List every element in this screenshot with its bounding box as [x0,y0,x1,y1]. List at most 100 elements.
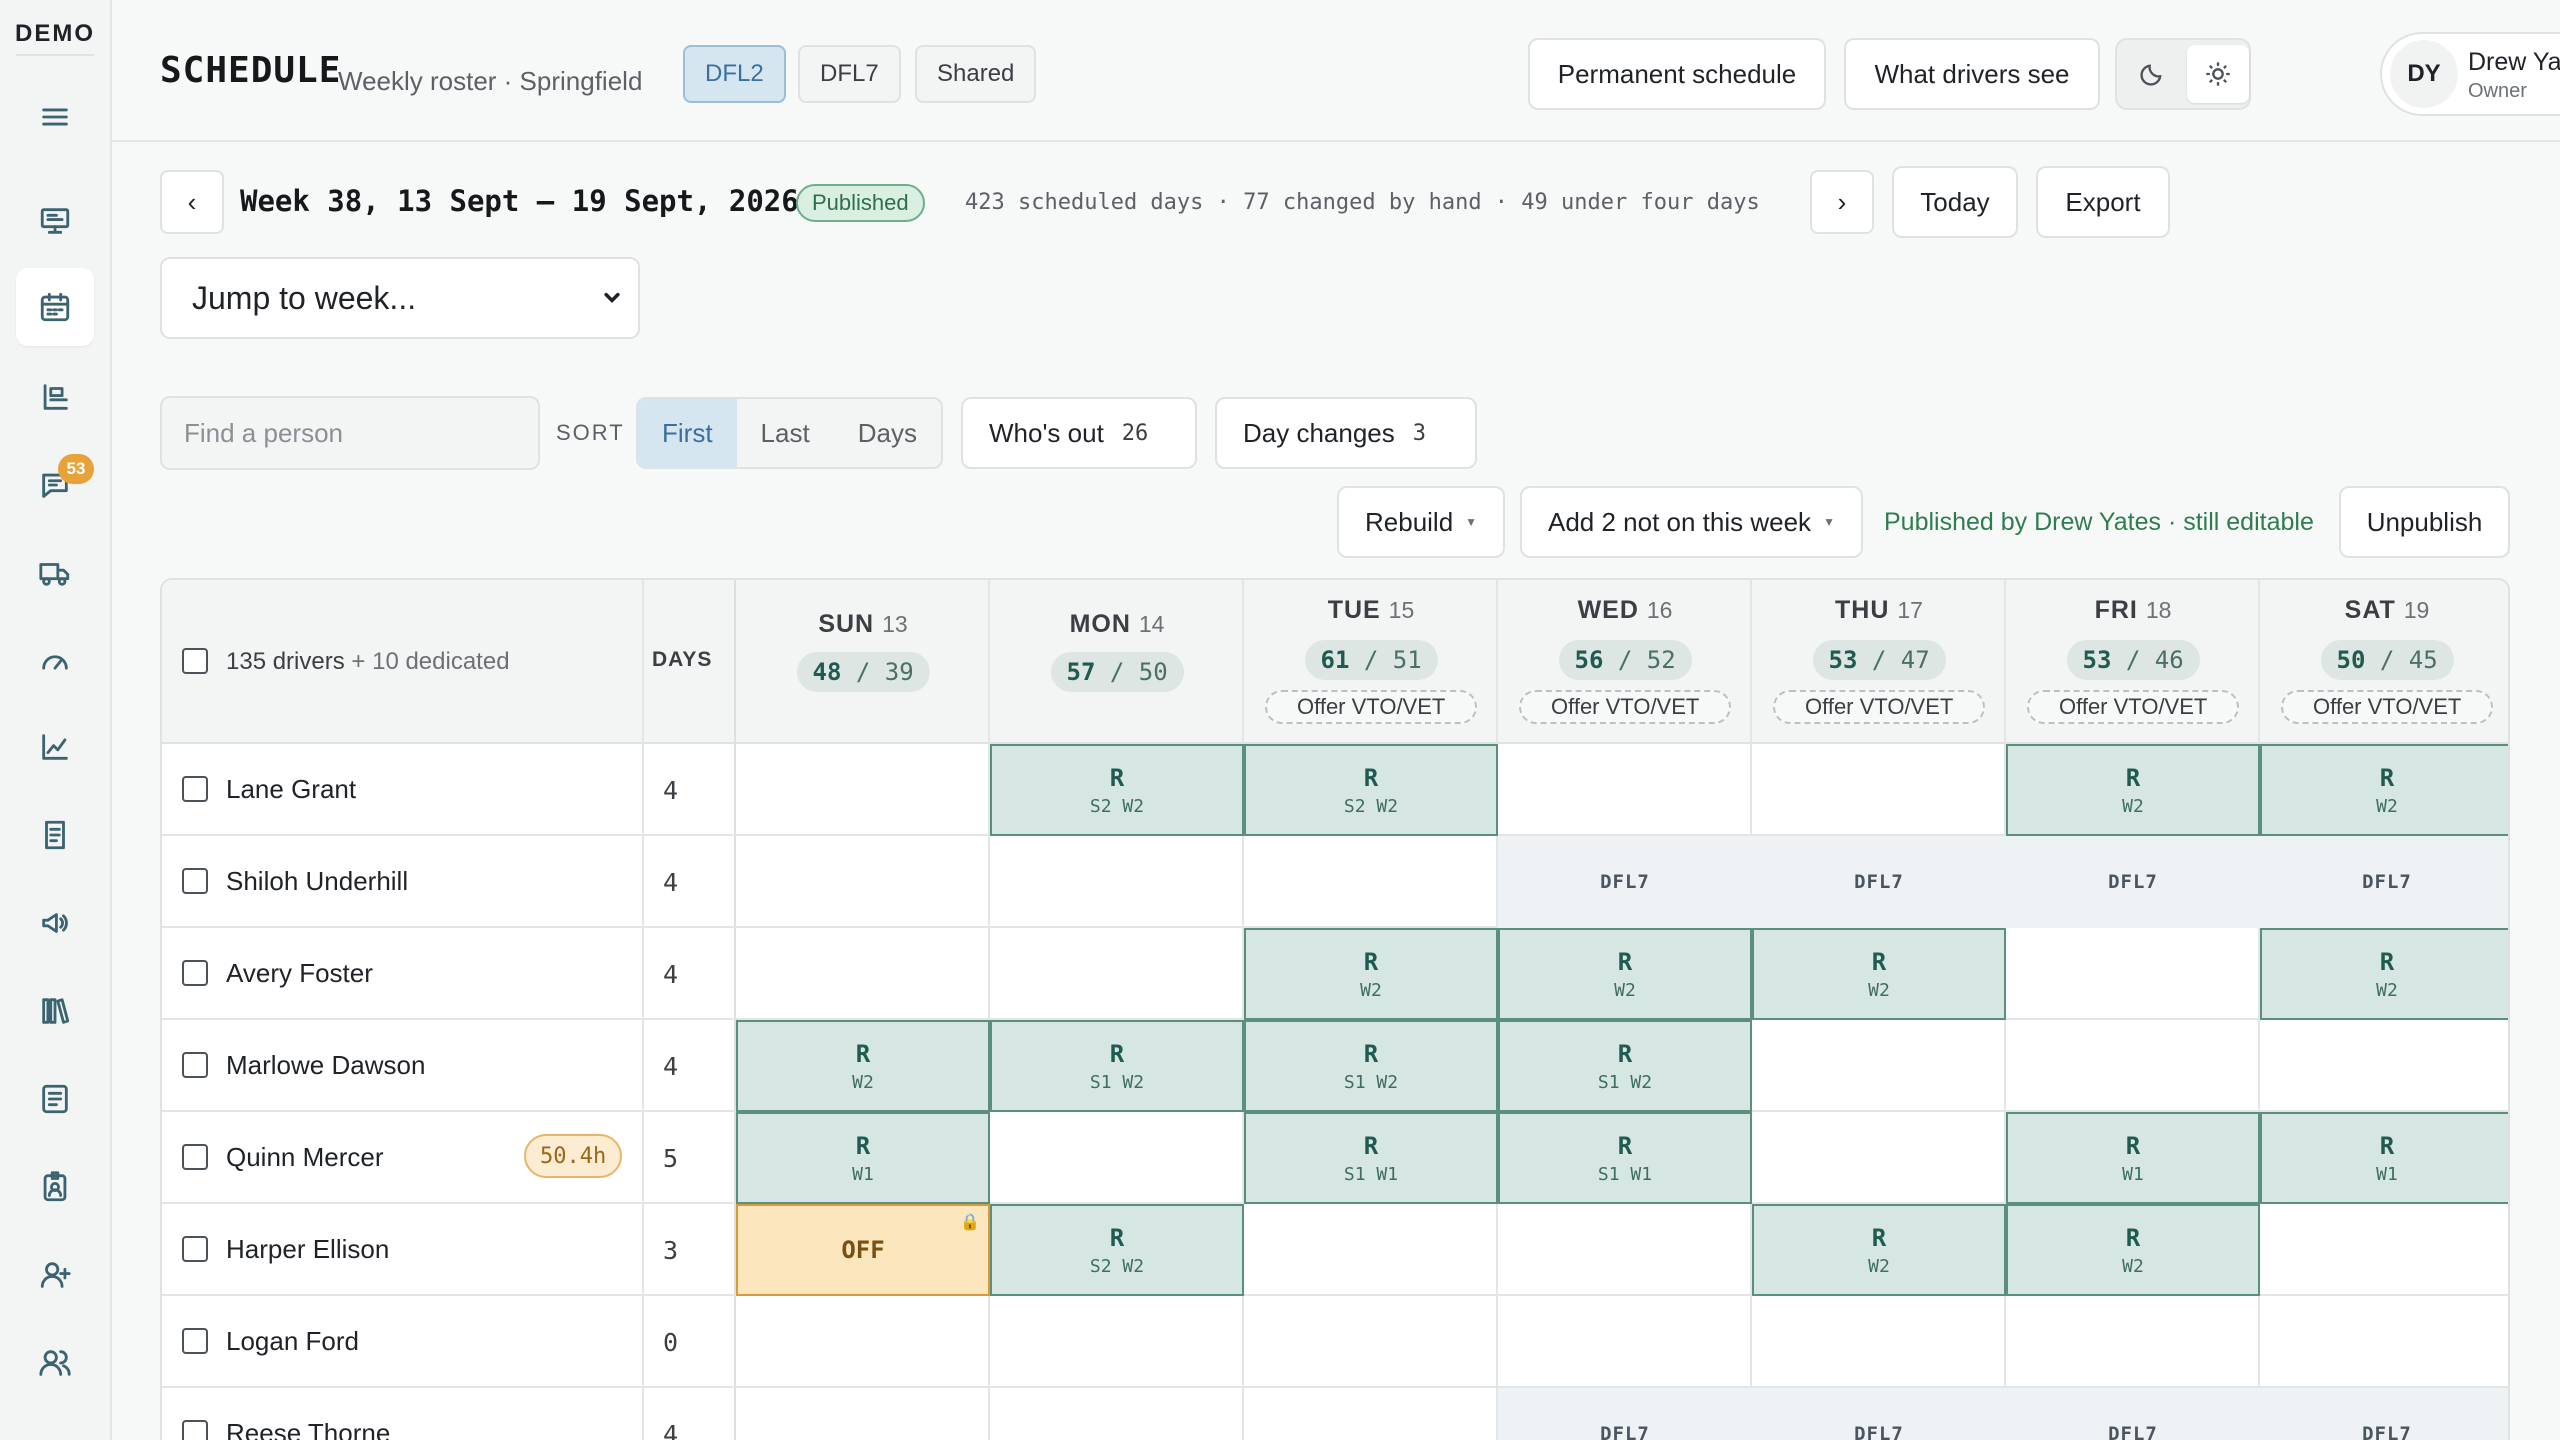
rebuild-dropdown[interactable]: Rebuild ▼ [1337,486,1506,558]
driver-name[interactable]: Marlowe Dawson [226,1050,426,1080]
route-shift-cell[interactable]: R W2 [2260,744,2508,836]
empty-shift-cell[interactable] [1498,744,1752,836]
row-checkbox[interactable] [182,1420,208,1440]
other-station-cell[interactable]: DFL7 [1498,836,1752,928]
offer-vto-vet-button[interactable]: Offer VTO/VET [1773,690,1986,724]
jump-to-week-select[interactable]: Jump to week... [160,257,640,339]
user-menu[interactable]: DY Drew Yates Owner [2380,32,2560,116]
empty-shift-cell[interactable] [1244,1388,1498,1440]
nav-messages[interactable]: 53 [16,446,94,524]
station-tab-dfl2[interactable]: DFL2 [683,45,786,103]
empty-shift-cell[interactable] [2260,1296,2508,1388]
other-station-cell[interactable]: DFL7 [2006,1388,2260,1440]
empty-shift-cell[interactable] [990,836,1244,928]
route-shift-cell[interactable]: R W2 [2006,744,2260,836]
nav-analytics[interactable] [16,708,94,786]
route-shift-cell[interactable]: R W2 [2006,1204,2260,1296]
other-station-cell[interactable]: DFL7 [1752,836,2006,928]
empty-shift-cell[interactable] [1752,1020,2006,1112]
route-shift-cell[interactable]: R W2 [1752,928,2006,1020]
route-shift-cell[interactable]: R W2 [1498,928,1752,1020]
nav-performance[interactable] [16,622,94,700]
empty-shift-cell[interactable] [2006,1020,2260,1112]
off-day-cell[interactable]: OFF 🔒 [736,1204,990,1296]
offer-vto-vet-button[interactable]: Offer VTO/VET [1519,690,1732,724]
permanent-schedule-button[interactable]: Permanent schedule [1528,38,1826,110]
add-not-on-week-dropdown[interactable]: Add 2 not on this week ▼ [1520,486,1863,558]
route-shift-cell[interactable]: R W1 [2006,1112,2260,1204]
empty-shift-cell[interactable] [990,928,1244,1020]
route-shift-cell[interactable]: R W1 [736,1112,990,1204]
driver-name[interactable]: Lane Grant [226,774,357,804]
empty-shift-cell[interactable] [736,928,990,1020]
empty-shift-cell[interactable] [2006,928,2260,1020]
empty-shift-cell[interactable] [990,1112,1244,1204]
driver-name[interactable]: Reese Thorne [226,1418,391,1440]
select-all-checkbox[interactable] [182,648,208,674]
what-drivers-see-button[interactable]: What drivers see [1844,38,2100,110]
empty-shift-cell[interactable] [990,1388,1244,1440]
route-shift-cell[interactable]: R W2 [2260,928,2508,1020]
route-shift-cell[interactable]: R W2 [736,1020,990,1112]
nav-hiring[interactable] [16,1236,94,1314]
station-tab-shared[interactable]: Shared [915,45,1037,103]
driver-name[interactable]: Quinn Mercer [226,1142,384,1172]
empty-shift-cell[interactable] [2260,1020,2508,1112]
empty-shift-cell[interactable] [2260,1204,2508,1296]
route-shift-cell[interactable]: R W1 [2260,1112,2508,1204]
route-shift-cell[interactable]: R S1 W2 [1498,1020,1752,1112]
row-checkbox[interactable] [182,1236,208,1262]
sort-first[interactable]: First [638,399,737,467]
whos-out-button[interactable]: Who's out 26 [961,397,1197,469]
day-changes-button[interactable]: Day changes 3 [1215,397,1477,469]
dark-mode-button[interactable] [2121,45,2183,103]
station-tab-dfl7[interactable]: DFL7 [798,45,901,103]
route-shift-cell[interactable]: R S1 W1 [1244,1112,1498,1204]
nav-dashboard[interactable] [16,182,94,260]
empty-shift-cell[interactable] [1498,1204,1752,1296]
row-checkbox[interactable] [182,776,208,802]
other-station-cell[interactable]: DFL7 [2006,836,2260,928]
route-shift-cell[interactable]: R W2 [1752,1204,2006,1296]
route-shift-cell[interactable]: R S2 W2 [990,1204,1244,1296]
route-shift-cell[interactable]: R S2 W2 [1244,744,1498,836]
sort-days[interactable]: Days [857,417,917,448]
sort-last[interactable]: Last [760,417,810,448]
other-station-cell[interactable]: DFL7 [2260,836,2508,928]
nav-checklists[interactable] [16,1060,94,1138]
nav-roster[interactable] [16,358,94,436]
row-checkbox[interactable] [182,1328,208,1354]
next-week-button[interactable]: › [1810,170,1874,234]
prev-week-button[interactable]: ‹ [160,170,224,234]
empty-shift-cell[interactable] [736,744,990,836]
empty-shift-cell[interactable] [2006,1296,2260,1388]
empty-shift-cell[interactable] [1498,1296,1752,1388]
other-station-cell[interactable]: DFL7 [1752,1388,2006,1440]
empty-shift-cell[interactable] [736,1388,990,1440]
nav-badges[interactable] [16,1148,94,1226]
export-button[interactable]: Export [2036,166,2170,238]
nav-announcements[interactable] [16,884,94,962]
empty-shift-cell[interactable] [990,1296,1244,1388]
light-mode-button[interactable] [2187,45,2249,103]
empty-shift-cell[interactable] [1752,1296,2006,1388]
row-checkbox[interactable] [182,960,208,986]
empty-shift-cell[interactable] [736,836,990,928]
other-station-cell[interactable]: DFL7 [2260,1388,2508,1440]
driver-name[interactable]: Harper Ellison [226,1234,390,1264]
sort-toggle[interactable]: First Last Days [636,397,943,469]
nav-invoices[interactable] [16,796,94,874]
nav-schedule[interactable] [16,268,94,346]
today-button[interactable]: Today [1892,166,2018,238]
driver-name[interactable]: Shiloh Underhill [226,866,409,896]
driver-name[interactable]: Logan Ford [226,1326,359,1356]
route-shift-cell[interactable]: R W2 [1244,928,1498,1020]
nav-library[interactable] [16,972,94,1050]
row-checkbox[interactable] [182,1144,208,1170]
menu-button[interactable] [16,78,94,156]
empty-shift-cell[interactable] [1752,744,2006,836]
empty-shift-cell[interactable] [736,1296,990,1388]
empty-shift-cell[interactable] [1244,1296,1498,1388]
row-checkbox[interactable] [182,1052,208,1078]
empty-shift-cell[interactable] [1752,1112,2006,1204]
